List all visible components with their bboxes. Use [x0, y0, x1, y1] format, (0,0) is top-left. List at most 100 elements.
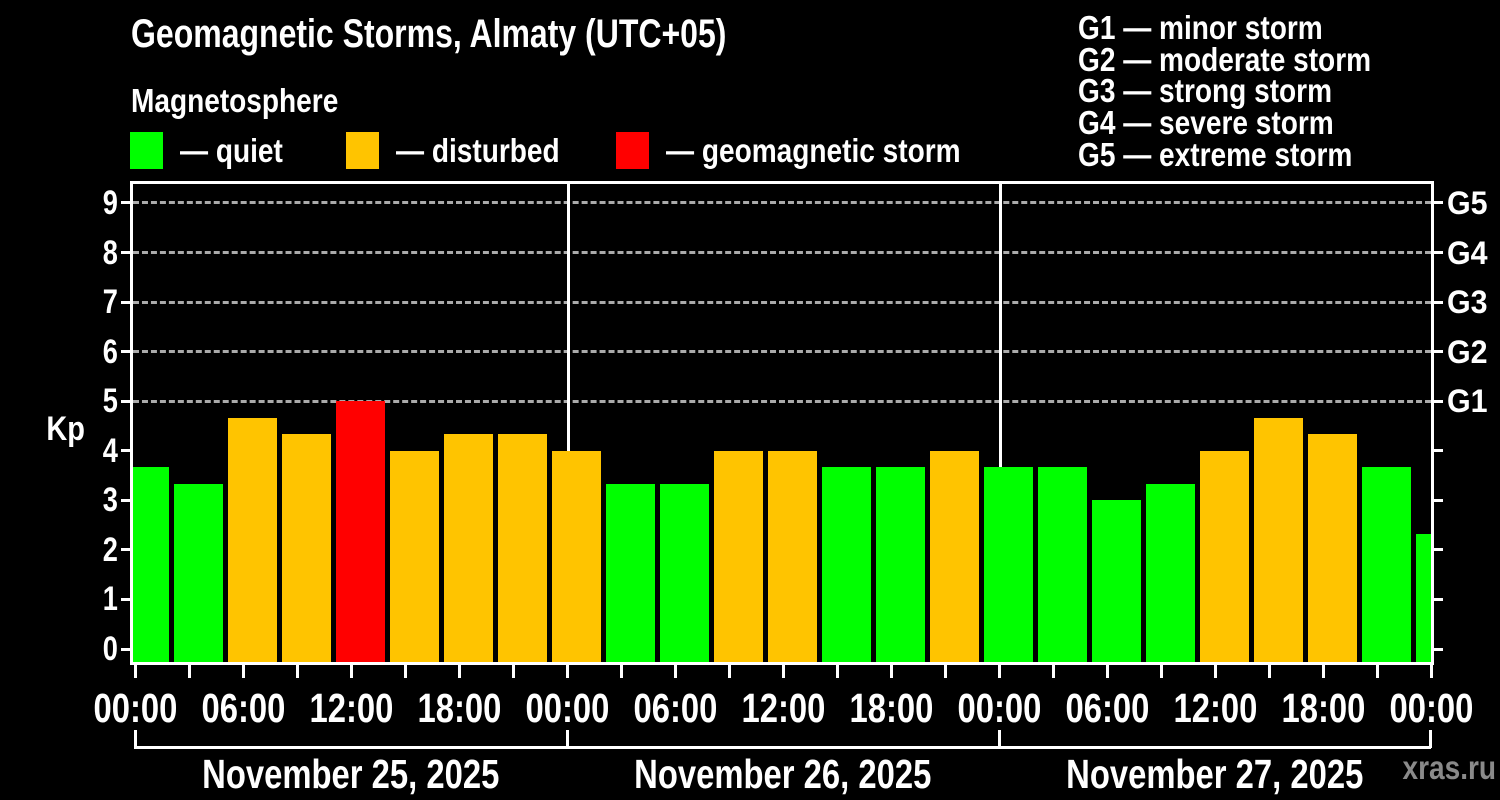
y-tick-label: 1	[102, 580, 118, 619]
g2-legend-line: G2 — moderate storm	[1078, 40, 1372, 78]
y-tick-label: 7	[102, 283, 118, 322]
grid-line-kp9	[133, 201, 1431, 205]
kp-bar	[984, 467, 1033, 662]
g5-legend-line: G5 — extreme storm	[1078, 135, 1353, 173]
kp-bar	[390, 450, 439, 662]
x-tick	[1213, 664, 1217, 678]
g3-legend-line: G3 — strong storm	[1078, 72, 1333, 110]
kp-bar	[1308, 434, 1357, 662]
watermark: xras.ru	[1402, 749, 1496, 786]
x-tick	[997, 664, 1001, 678]
kp-bar	[444, 434, 493, 662]
right-tick	[1434, 597, 1443, 601]
x-tick	[619, 664, 623, 678]
grid-line-kp8	[133, 251, 1431, 255]
kp-bar	[498, 434, 547, 662]
x-tick-label: 18:00	[849, 685, 933, 731]
day-separator-line-1	[999, 184, 1002, 662]
kp-bar	[1416, 533, 1431, 662]
kp-bar	[768, 450, 817, 662]
kp-bar	[1038, 467, 1087, 662]
right-tick	[1434, 350, 1443, 354]
x-tick	[1375, 664, 1379, 678]
y-tick	[121, 300, 131, 304]
grid-line-kp6	[133, 350, 1431, 354]
kp-bar	[660, 483, 709, 662]
y-axis-title: Kp	[46, 410, 86, 448]
y-tick-label: 3	[102, 481, 118, 520]
g-level-label-g5: G5	[1447, 184, 1488, 221]
x-tick-label: 18:00	[1281, 685, 1365, 731]
grid-line-kp7	[133, 300, 1431, 304]
x-tick	[457, 664, 461, 678]
y-tick-label: 6	[102, 332, 118, 371]
x-tick	[1267, 664, 1271, 678]
legend-label-quiet: — quiet	[180, 132, 283, 169]
day-separator-line-0	[567, 184, 570, 662]
plot-area	[130, 181, 1434, 665]
kp-bar	[336, 401, 385, 662]
x-tick	[673, 664, 677, 678]
legend-item-quiet: — quiet	[130, 132, 301, 169]
y-tick	[121, 399, 131, 403]
x-tick-label: 12:00	[1173, 685, 1257, 731]
g-level-label-g4: G4	[1447, 234, 1488, 271]
x-tick	[727, 664, 731, 678]
right-tick	[1434, 399, 1443, 403]
x-tick	[349, 664, 353, 678]
x-tick	[835, 664, 839, 678]
x-tick	[511, 664, 515, 678]
y-tick	[121, 251, 131, 255]
kp-bar	[282, 434, 331, 662]
date-label: November 25, 2025	[202, 751, 500, 797]
y-tick	[121, 548, 131, 552]
x-tick	[1429, 664, 1433, 678]
right-tick	[1434, 449, 1443, 453]
kp-bar	[552, 450, 601, 662]
kp-bar	[1200, 450, 1249, 662]
x-tick	[403, 664, 407, 678]
disturbed-color-swatch	[346, 132, 379, 169]
page-title: Geomagnetic Storms, Almaty (UTC+05)	[131, 12, 727, 56]
grid-line-kp5	[133, 399, 1431, 403]
right-tick	[1434, 300, 1443, 304]
y-tick	[121, 498, 131, 502]
x-tick	[1159, 664, 1163, 678]
day-bracket-tick-2	[998, 730, 1001, 748]
day-bracket-tick-1	[566, 730, 569, 748]
g1-legend-line: G1 — minor storm	[1078, 9, 1323, 46]
kp-bar	[876, 467, 925, 662]
kp-bar	[133, 467, 169, 662]
legend-item-disturbed: — disturbed	[346, 132, 589, 169]
x-tick-label: 00:00	[957, 685, 1041, 731]
y-tick-label: 2	[102, 530, 118, 569]
x-tick-label: 12:00	[741, 685, 825, 731]
x-tick	[943, 664, 947, 678]
y-tick	[121, 597, 131, 601]
right-tick	[1434, 201, 1443, 205]
x-tick-label: 06:00	[633, 685, 717, 731]
x-tick	[565, 664, 569, 678]
y-tick-label: 4	[102, 431, 118, 470]
kp-bar	[1146, 483, 1195, 662]
quiet-color-swatch	[130, 132, 163, 169]
kp-bar	[714, 450, 763, 662]
right-tick	[1434, 251, 1443, 255]
x-tick	[187, 664, 191, 678]
g-level-label-g1: G1	[1447, 383, 1488, 420]
date-label: November 27, 2025	[1066, 751, 1364, 797]
kp-bar	[606, 483, 655, 662]
g4-legend-line: G4 — severe storm	[1078, 104, 1334, 142]
x-tick	[133, 664, 137, 678]
x-tick	[1321, 664, 1325, 678]
x-tick-label: 06:00	[201, 685, 285, 731]
legend-item-storm: — geomagnetic storm	[616, 132, 1013, 169]
g-scale-legend: G1 — minor storm G2 — moderate storm G3 …	[1078, 9, 1423, 173]
g-level-label-g2: G2	[1447, 333, 1488, 370]
right-tick	[1434, 647, 1443, 651]
kp-bar	[228, 417, 277, 662]
x-tick-label: 06:00	[1065, 685, 1149, 731]
x-tick-label: 00:00	[93, 685, 177, 731]
x-tick	[295, 664, 299, 678]
